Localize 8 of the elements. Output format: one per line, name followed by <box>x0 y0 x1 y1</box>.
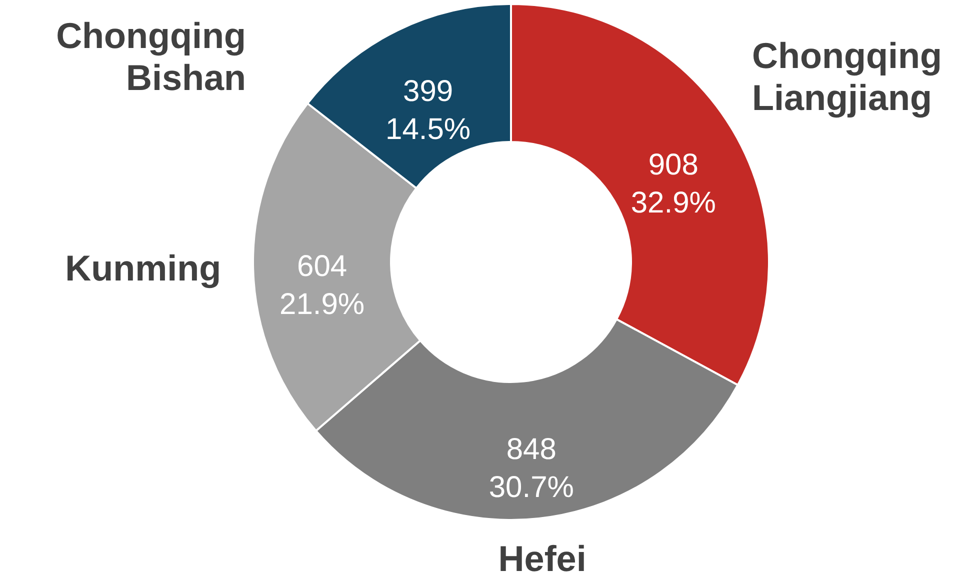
slice-label: Chongqing Bishan <box>56 15 246 98</box>
slice-label: Hefei <box>498 538 586 580</box>
data-label: 604 21.9% <box>280 250 365 321</box>
slice-label: Kunming <box>65 248 222 289</box>
data-label: 848 30.7% <box>488 432 574 504</box>
slice-label: Chongqing Liangjiang <box>752 34 942 118</box>
data-label: 908 32.9% <box>630 148 716 220</box>
data-label: 399 14.5% <box>386 75 471 146</box>
